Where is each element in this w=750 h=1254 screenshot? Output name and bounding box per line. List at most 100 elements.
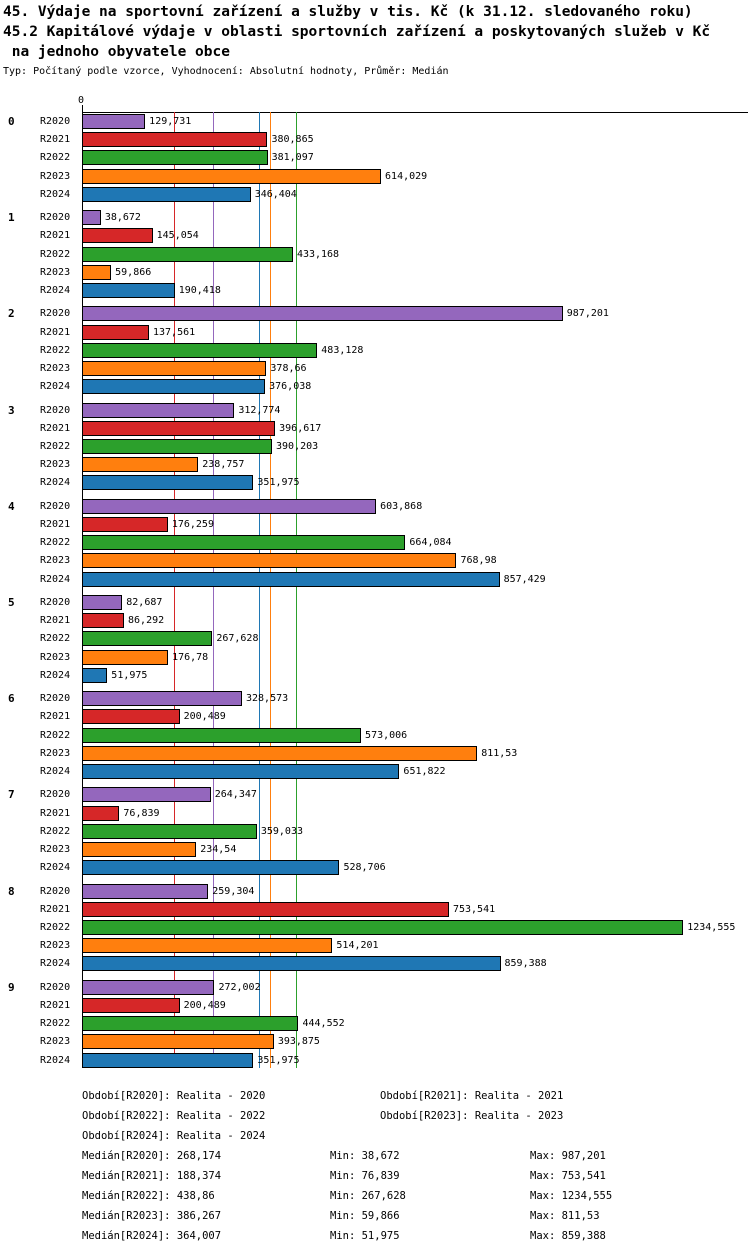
series-label: R2021 xyxy=(40,711,71,723)
bar-value-label: 200,489 xyxy=(183,711,226,723)
median-line-r2022 xyxy=(295,112,297,1068)
series-label: R2020 xyxy=(40,116,71,127)
series-label: R2022 xyxy=(40,441,71,452)
bar-value-label: 859,388 xyxy=(504,958,547,970)
bar-r2023 xyxy=(82,361,267,376)
series-label: R2020 xyxy=(40,404,71,416)
bar-r2023 xyxy=(82,264,112,280)
bar-value-label: 381,097 xyxy=(271,152,314,164)
report-subtitle: Typ: Počítaný podle vzorce, Vyhodnocení:… xyxy=(3,66,449,77)
group-label: 9 xyxy=(8,980,15,994)
series-label: R2021 xyxy=(40,134,71,146)
stat-median: Medián[R2023]: 386,267 xyxy=(82,1210,222,1222)
bar-value-label: 176,259 xyxy=(171,519,214,530)
legend-item: Období[R2021]: Realita - 2021 xyxy=(380,1090,564,1102)
series-label: R2020 xyxy=(40,981,71,993)
stat-median: Medián[R2020]: 268,174 xyxy=(82,1150,222,1162)
stat-min: Min: 59,866 xyxy=(330,1210,400,1222)
series-label: R2023 xyxy=(40,266,71,278)
series-label: R2023 xyxy=(40,1036,71,1048)
bar-value-label: 768,98 xyxy=(460,555,497,567)
bar-value-label: 238,757 xyxy=(202,459,245,471)
bar-value-label: 396,617 xyxy=(279,422,322,434)
bar-value-label: 76,839 xyxy=(123,807,160,819)
bar-value-label: 272,002 xyxy=(218,981,261,993)
series-label: R2020 xyxy=(40,308,71,320)
bar-value-label: 190,418 xyxy=(178,285,221,296)
series-label: R2022 xyxy=(40,248,71,260)
series-label: R2021 xyxy=(40,615,71,627)
stat-min: Min: 51,975 xyxy=(330,1230,400,1242)
series-label: R2024 xyxy=(40,381,71,393)
series-label: R2020 xyxy=(40,597,71,608)
bar-r2021 xyxy=(82,420,276,436)
legend-item: Období[R2020]: Realita - 2020 xyxy=(82,1090,266,1102)
bar-r2024 xyxy=(82,667,108,683)
stat-median: Medián[R2024]: 364,007 xyxy=(82,1230,222,1242)
bar-value-label: 433,168 xyxy=(296,248,340,260)
series-label: R2020 xyxy=(40,693,71,705)
bar-r2021 xyxy=(82,998,180,1013)
bar-value-label: 376,038 xyxy=(269,381,312,393)
bar-r2020 xyxy=(82,114,146,129)
bar-r2023 xyxy=(82,938,333,954)
bar-r2022 xyxy=(82,150,268,166)
group-label: 6 xyxy=(8,692,15,706)
stat-median: Medián[R2022]: 438,86 xyxy=(82,1190,215,1202)
group-label: 7 xyxy=(8,788,15,802)
bar-value-label: 259,304 xyxy=(212,885,255,897)
bar-value-label: 82,687 xyxy=(126,597,163,608)
bar-r2023 xyxy=(82,457,199,473)
series-label: R2024 xyxy=(40,862,71,874)
legend-item: Období[R2023]: Realita - 2023 xyxy=(380,1110,564,1122)
bar-value-label: 234,54 xyxy=(200,844,237,855)
bar-r2022 xyxy=(82,631,213,647)
group-label: 2 xyxy=(8,307,15,321)
group-label: 0 xyxy=(8,115,15,128)
bar-value-label: 267,628 xyxy=(216,633,259,645)
bar-r2024 xyxy=(82,283,175,298)
series-label: R2021 xyxy=(40,807,71,819)
bar-value-label: 753,541 xyxy=(452,903,496,915)
bar-r2020 xyxy=(82,691,242,707)
bar-r2021 xyxy=(82,709,180,725)
bar-value-label: 351,975 xyxy=(257,477,300,489)
group-label: 3 xyxy=(8,403,15,417)
bar-value-label: 573,006 xyxy=(365,729,408,741)
bar-r2024 xyxy=(82,764,400,779)
group-label: 5 xyxy=(8,596,15,609)
bar-value-label: 38,672 xyxy=(104,212,141,224)
series-label: R2023 xyxy=(40,651,71,663)
bar-value-label: 51,975 xyxy=(111,669,148,681)
bar-value-label: 380,865 xyxy=(271,134,314,146)
bar-value-label: 145,054 xyxy=(156,230,199,242)
series-label: R2023 xyxy=(40,747,71,759)
series-label: R2020 xyxy=(40,885,71,897)
series-label: R2023 xyxy=(40,459,71,471)
bar-value-label: 346,404 xyxy=(254,188,297,200)
bar-value-label: 444,552 xyxy=(302,1018,345,1030)
bar-r2022 xyxy=(82,823,257,839)
stat-median: Medián[R2021]: 188,374 xyxy=(82,1170,222,1182)
bar-r2023 xyxy=(82,745,478,761)
bar-r2021 xyxy=(82,901,449,917)
bar-r2020 xyxy=(82,402,235,418)
bar-value-label: 483,128 xyxy=(321,344,364,356)
x-axis-zero-label: 0 xyxy=(78,95,85,106)
stat-min: Min: 76,839 xyxy=(330,1170,400,1182)
bar-r2024 xyxy=(82,379,266,395)
stat-min: Min: 38,672 xyxy=(330,1150,400,1162)
series-label: R2021 xyxy=(40,326,71,338)
bar-value-label: 651,822 xyxy=(403,766,446,777)
series-label: R2022 xyxy=(40,922,71,933)
bar-r2020 xyxy=(82,787,211,803)
bar-r2021 xyxy=(82,132,268,148)
series-label: R2021 xyxy=(40,903,71,915)
report-title-line3: na jednoho obyvatele obce xyxy=(3,44,230,60)
bar-r2021 xyxy=(82,805,120,821)
bar-r2024 xyxy=(82,860,340,876)
bar-value-label: 312,774 xyxy=(238,404,281,416)
bar-r2022 xyxy=(82,1016,299,1032)
report-title-line2: 45.2 Kapitálové výdaje v oblasti sportov… xyxy=(3,24,711,40)
bar-r2022 xyxy=(82,439,273,454)
